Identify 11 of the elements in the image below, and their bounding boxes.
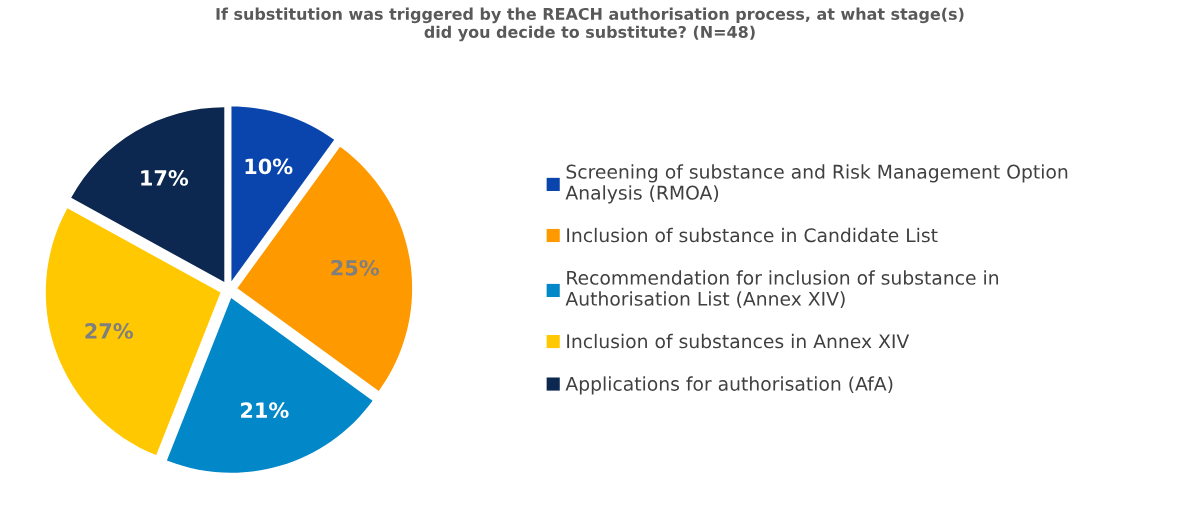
legend-label: Screening of substance and Risk Management Option Analysis (RMOA) [565,164,1068,204]
data-label: 10% [245,158,293,175]
legend-label: Recommendation for inclusion of substance in Authorisation List (Annex XIV) [565,270,999,309]
legend-label: Inclusion of substances in Annex XIV [567,333,910,349]
data-label: 21% [241,402,289,419]
chart-title: If substitution was triggered by the REACH authorisation process, at what stage(s) did you decide to substitute? (N=48) [216,7,964,42]
legend-label: Inclusion of substance in Candidate List [567,227,938,243]
data-label: 27% [85,323,133,339]
legend-label: Applications for authorisation (AfA) [565,376,893,395]
data-label: 17% [141,170,189,186]
data-label: 25% [331,259,380,276]
